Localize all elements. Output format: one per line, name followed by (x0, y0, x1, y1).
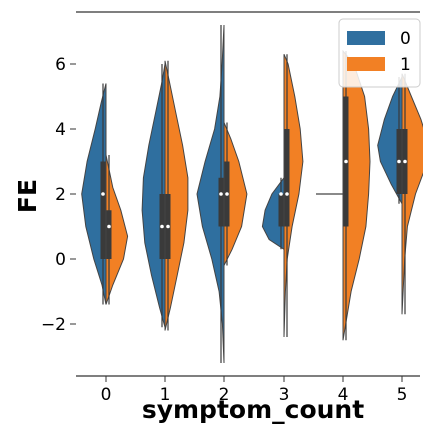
x-tick-label: 4 (338, 385, 349, 405)
x-axis-title: symptom_count (142, 395, 364, 424)
y-tick-label: 0 (55, 250, 66, 270)
iqr-box-0-2 (218, 177, 224, 227)
median-dot-0-2 (219, 192, 223, 196)
violin-half-1-0 (105, 154, 129, 305)
x-axis-ticks: 0 1 2 3 4 5 (101, 376, 408, 405)
y-axis-title: FE (13, 179, 42, 213)
violin-layer (81, 24, 423, 364)
y-tick-label: 6 (55, 55, 66, 75)
iqr-box-0-0 (100, 161, 106, 259)
median-dot-0-0 (101, 192, 105, 196)
iqr-box-1-0 (106, 210, 112, 259)
y-tick-label: 2 (55, 185, 66, 205)
iqr-box-0-3 (278, 194, 284, 227)
violin-half-0-1 (141, 63, 166, 328)
median-dot-1-4 (344, 159, 348, 164)
iqr-box-1-3 (284, 129, 290, 227)
y-tick-label: −2 (41, 315, 66, 335)
median-dot-1-2 (225, 192, 229, 196)
x-tick-label: 1 (160, 385, 171, 405)
legend: 0 1 (338, 18, 421, 88)
violin-half-1-2 (223, 122, 248, 266)
median-dot-1-1 (166, 224, 170, 229)
median-dot-1-3 (285, 192, 289, 196)
median-dot-1-5 (403, 159, 407, 164)
median-dot-0-3 (279, 192, 283, 196)
legend-label-1: 1 (400, 55, 411, 75)
legend-swatch-1 (347, 57, 385, 71)
median-dot-0-5 (397, 159, 401, 164)
legend-swatch-0 (347, 31, 385, 45)
y-tick-label: 4 (55, 120, 66, 140)
x-tick-label: 0 (101, 385, 112, 405)
x-tick-label: 2 (219, 385, 230, 405)
violin-half-0-2 (196, 24, 225, 364)
y-axis-ticks: −2 0 2 4 6 (41, 55, 76, 335)
legend-label-0: 0 (400, 29, 411, 49)
x-tick-label: 3 (279, 385, 290, 405)
median-dot-0-1 (160, 224, 164, 229)
median-dot-1-0 (107, 224, 111, 229)
x-tick-label: 5 (397, 385, 408, 405)
